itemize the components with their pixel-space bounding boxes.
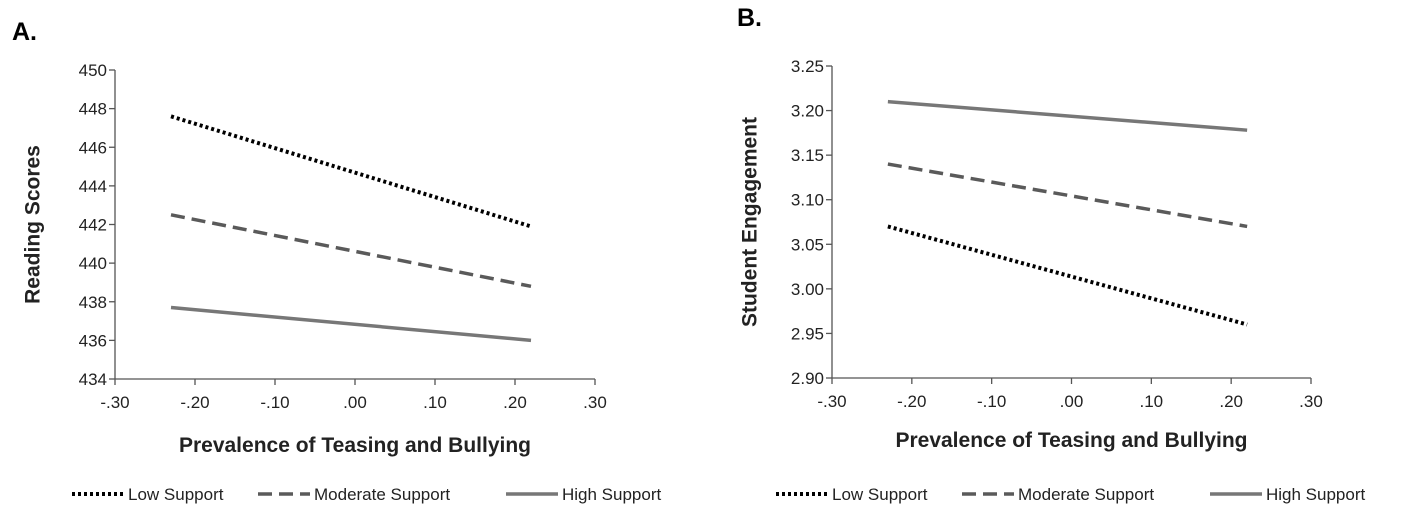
legend-label: High Support — [1266, 485, 1366, 504]
y-tick-label: 3.10 — [791, 191, 824, 210]
x-tick-label: .10 — [1140, 392, 1164, 411]
series-line-moderate-support — [170, 213, 532, 289]
series-line-moderate-support — [887, 162, 1248, 229]
x-tick-label: .00 — [1060, 392, 1084, 411]
x-tick-label: .20 — [1219, 392, 1243, 411]
x-tick-label: -.10 — [260, 393, 289, 412]
legend-label: High Support — [562, 485, 662, 504]
x-axis-title: Prevalence of Teasing and Bullying — [895, 429, 1247, 452]
y-tick-label: 3.20 — [791, 102, 824, 121]
legend: Low Support Moderate Support High Support — [776, 485, 1366, 504]
chart-panel-a: A. 434 436 438 440 442 444 446 448 450 -.30 -.20 -.1… — [12, 18, 662, 504]
x-axis-title: Prevalence of Teasing and Bullying — [179, 434, 531, 457]
y-tick-label: 448 — [79, 100, 107, 119]
y-tick-label: 438 — [79, 293, 107, 312]
legend-label: Moderate Support — [1018, 485, 1154, 504]
y-tick-label: 434 — [79, 370, 107, 389]
y-tick-label: 450 — [79, 61, 107, 80]
panel-label: B. — [737, 4, 762, 32]
panel-label: A. — [12, 18, 37, 46]
series-line-low-support — [170, 114, 532, 229]
x-tick-label: .00 — [343, 393, 367, 412]
x-tick-label: .10 — [423, 393, 447, 412]
x-tick-label: -.30 — [100, 393, 129, 412]
legend-label: Low Support — [128, 485, 224, 504]
x-tick-label: -.20 — [897, 392, 926, 411]
x-tick-label: .30 — [583, 393, 607, 412]
y-tick-label: 436 — [79, 331, 107, 350]
y-tick-label: 3.25 — [791, 57, 824, 76]
x-tick-label: -.10 — [977, 392, 1006, 411]
y-tick-label: 446 — [79, 138, 107, 157]
y-tick-label: 444 — [79, 177, 107, 196]
y-tick-label: 3.15 — [791, 146, 824, 165]
legend-label: Low Support — [832, 485, 928, 504]
x-tick-label: .20 — [503, 393, 527, 412]
x-tick-label: -.30 — [817, 392, 846, 411]
y-tick-label: 2.95 — [791, 324, 824, 343]
legend: Low Support Moderate Support High Support — [72, 485, 662, 504]
y-axis-title: Student Engagement — [738, 117, 761, 327]
series-line-high-support — [170, 305, 532, 343]
y-tick-label: 3.05 — [791, 235, 824, 254]
y-axis-title: Reading Scores — [21, 145, 44, 304]
y-tick-label: 442 — [79, 216, 107, 235]
y-tick-label: 440 — [79, 254, 107, 273]
series-line-low-support — [887, 224, 1248, 327]
legend-label: Moderate Support — [314, 485, 450, 504]
series-line-high-support — [887, 99, 1248, 132]
x-tick-label: -.20 — [180, 393, 209, 412]
chart-panel-b: B. 2.90 2.95 3.00 3.05 3.10 3.15 3.20 3.25 -.30 -.… — [737, 4, 1366, 504]
x-tick-label: .30 — [1299, 392, 1323, 411]
y-tick-label: 2.90 — [791, 369, 824, 388]
y-tick-label: 3.00 — [791, 280, 824, 299]
